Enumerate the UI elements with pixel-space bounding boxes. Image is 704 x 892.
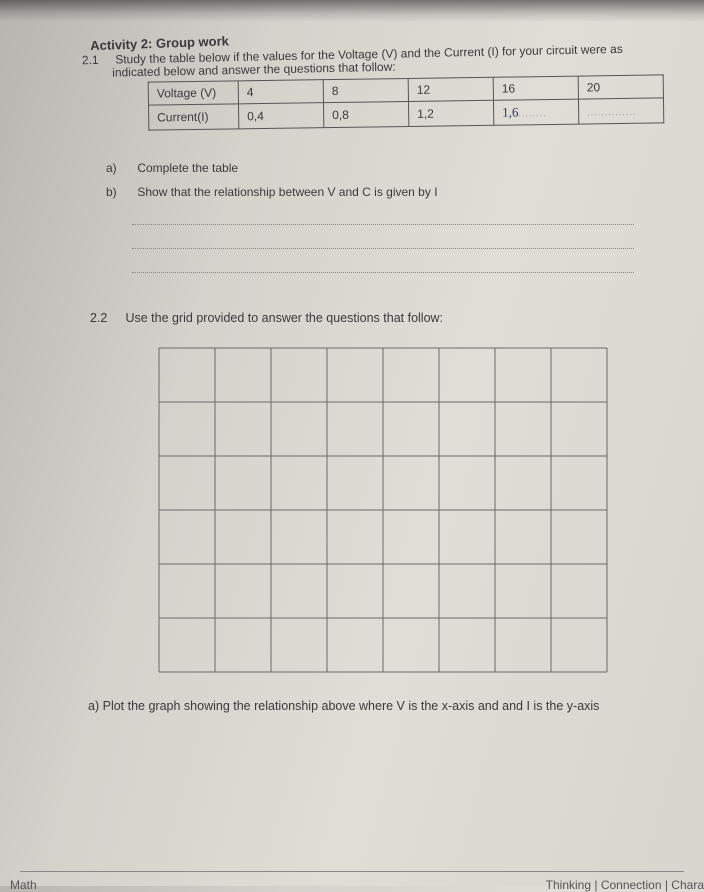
- table-cell: 12: [408, 77, 493, 101]
- question-b: b) Show that the relationship between V …: [106, 185, 674, 199]
- row-label-voltage: Voltage (V): [148, 81, 238, 105]
- row-label-current: Current(I): [149, 104, 239, 130]
- table-cell-blank: ..............: [578, 98, 663, 124]
- answer-grid: [158, 347, 608, 673]
- q-letter: a): [106, 161, 134, 175]
- table-cell: 8: [323, 78, 408, 102]
- q-letter: a): [88, 699, 99, 713]
- footer-right: Thinking | Connection | Chara: [546, 878, 704, 892]
- q-text: Plot the graph showing the relationship …: [103, 699, 600, 713]
- table-cell: 4: [238, 80, 323, 104]
- table-cell: 16: [493, 76, 578, 100]
- q22-number: 2.2: [90, 311, 122, 325]
- q22-text: Use the grid provided to answer the ques…: [125, 311, 443, 325]
- question-a: a) Complete the table: [106, 161, 674, 175]
- answer-line: [132, 257, 634, 273]
- q-text: Complete the table: [137, 161, 238, 175]
- table-cell: 20: [578, 75, 663, 99]
- table-cell: 1,2: [408, 100, 493, 126]
- answer-line: [132, 233, 634, 249]
- answer-line: [132, 209, 634, 225]
- table-cell: 0,4: [239, 103, 324, 129]
- plot-instruction: a) Plot the graph showing the relationsh…: [88, 699, 674, 713]
- q-text: Show that the relationship between V and…: [137, 185, 437, 199]
- table-cell: 0,8: [323, 101, 408, 127]
- table-cell-handwritten: 1,6........: [493, 99, 578, 125]
- q21-number: 2.1: [82, 53, 112, 68]
- question-2-2: 2.2 Use the grid provided to answer the …: [90, 311, 674, 325]
- q-letter: b): [106, 185, 134, 199]
- page-footer: Math Thinking | Connection | Chara: [0, 871, 704, 878]
- footer-left: Math: [10, 878, 37, 892]
- voltage-current-table: Voltage (V) 4 8 12 16 20 Current(I) 0,4 …: [148, 74, 665, 130]
